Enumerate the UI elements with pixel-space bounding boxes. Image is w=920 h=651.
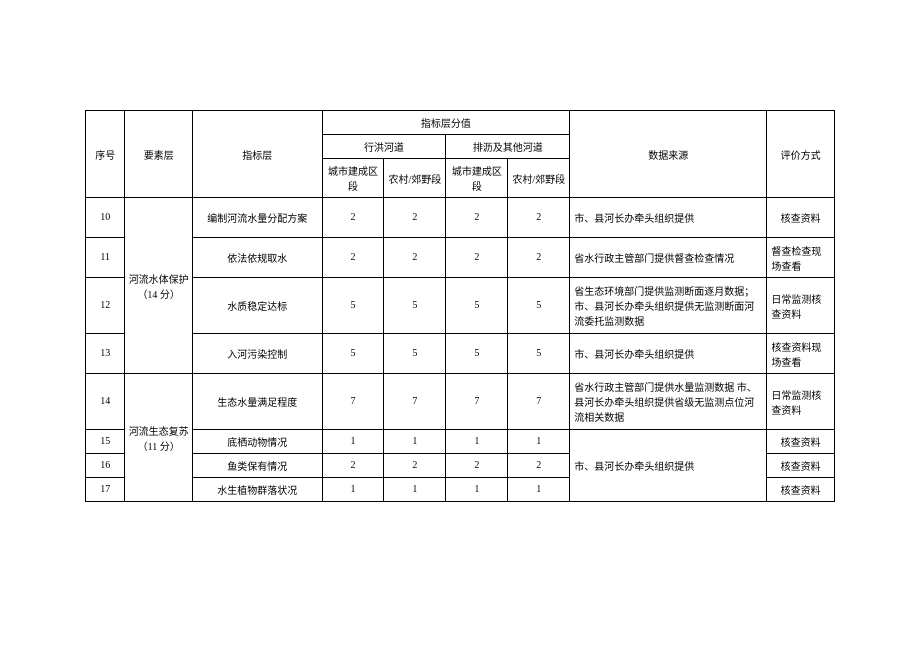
cell-score: 5 bbox=[508, 278, 570, 334]
header-channel2: 排沥及其他河道 bbox=[446, 135, 570, 159]
cell-indicator: 编制河流水量分配方案 bbox=[192, 198, 322, 238]
header-sub3: 城市建成区段 bbox=[446, 159, 508, 198]
table-row: 12 水质稳定达标 5 5 5 5 省生态环境部门提供监测断面逐月数据；市、县河… bbox=[86, 278, 835, 334]
cell-score: 2 bbox=[384, 238, 446, 278]
cell-score: 2 bbox=[446, 238, 508, 278]
cell-score: 1 bbox=[446, 478, 508, 502]
cell-indicator: 水生植物群落状况 bbox=[192, 478, 322, 502]
cell-score: 1 bbox=[384, 478, 446, 502]
cell-score: 7 bbox=[384, 374, 446, 430]
cell-score: 5 bbox=[322, 334, 384, 374]
cell-score: 1 bbox=[508, 430, 570, 454]
cell-eval: 日常监测核查资料 bbox=[767, 374, 835, 430]
header-sub2: 农村/郊野段 bbox=[384, 159, 446, 198]
header-indicator: 指标层 bbox=[192, 111, 322, 198]
cell-seq: 12 bbox=[86, 278, 125, 334]
evaluation-table: 序号 要素层 指标层 指标层分值 数据来源 评价方式 行洪河道 排沥及其他河道 … bbox=[85, 110, 835, 502]
cell-seq: 10 bbox=[86, 198, 125, 238]
cell-source-bottom: 市、县河长办牵头组织提供 bbox=[570, 430, 767, 502]
cell-score: 5 bbox=[384, 278, 446, 334]
cell-seq: 11 bbox=[86, 238, 125, 278]
cell-score: 2 bbox=[322, 198, 384, 238]
cell-score: 2 bbox=[446, 454, 508, 478]
cell-source: 市、县河长办牵头组织提供 bbox=[570, 198, 767, 238]
cell-indicator: 生态水量满足程度 bbox=[192, 374, 322, 430]
cell-element-2: 河流生态复苏（11 分） bbox=[125, 374, 193, 502]
cell-indicator: 依法依规取水 bbox=[192, 238, 322, 278]
table-row: 14 河流生态复苏（11 分） 生态水量满足程度 7 7 7 7 省水行政主管部… bbox=[86, 374, 835, 430]
cell-score: 1 bbox=[384, 430, 446, 454]
table-row: 13 入河污染控制 5 5 5 5 市、县河长办牵头组织提供 核查资料现场查看 bbox=[86, 334, 835, 374]
cell-score: 2 bbox=[508, 454, 570, 478]
header-seq: 序号 bbox=[86, 111, 125, 198]
header-row-1: 序号 要素层 指标层 指标层分值 数据来源 评价方式 bbox=[86, 111, 835, 135]
cell-indicator: 水质稳定达标 bbox=[192, 278, 322, 334]
cell-eval: 核查资料 bbox=[767, 454, 835, 478]
cell-score: 5 bbox=[446, 278, 508, 334]
header-source: 数据来源 bbox=[570, 111, 767, 198]
cell-source: 省生态环境部门提供监测断面逐月数据；市、县河长办牵头组织提供无监测断面河流委托监… bbox=[570, 278, 767, 334]
cell-eval: 核查资料 bbox=[767, 430, 835, 454]
header-sub1: 城市建成区段 bbox=[322, 159, 384, 198]
cell-score: 5 bbox=[446, 334, 508, 374]
cell-eval: 核查资料 bbox=[767, 198, 835, 238]
cell-score: 1 bbox=[322, 478, 384, 502]
header-score-group: 指标层分值 bbox=[322, 111, 570, 135]
table-row: 11 依法依规取水 2 2 2 2 省水行政主管部门提供督查检查情况 督查检查现… bbox=[86, 238, 835, 278]
cell-score: 1 bbox=[446, 430, 508, 454]
cell-score: 2 bbox=[384, 198, 446, 238]
cell-seq: 15 bbox=[86, 430, 125, 454]
cell-source: 省水行政主管部门提供水量监测数据 市、县河长办牵头组织提供省级无监测点位河流相关… bbox=[570, 374, 767, 430]
cell-score: 2 bbox=[322, 454, 384, 478]
cell-score: 5 bbox=[508, 334, 570, 374]
cell-score: 2 bbox=[446, 198, 508, 238]
header-eval: 评价方式 bbox=[767, 111, 835, 198]
cell-seq: 13 bbox=[86, 334, 125, 374]
header-sub4: 农村/郊野段 bbox=[508, 159, 570, 198]
cell-source: 省水行政主管部门提供督查检查情况 bbox=[570, 238, 767, 278]
cell-seq: 17 bbox=[86, 478, 125, 502]
cell-score: 2 bbox=[508, 238, 570, 278]
cell-indicator: 底栖动物情况 bbox=[192, 430, 322, 454]
table-row: 15 底栖动物情况 1 1 1 1 市、县河长办牵头组织提供 核查资料 bbox=[86, 430, 835, 454]
cell-score: 7 bbox=[508, 374, 570, 430]
cell-indicator: 入河污染控制 bbox=[192, 334, 322, 374]
cell-eval: 核查资料现场查看 bbox=[767, 334, 835, 374]
cell-eval: 核查资料 bbox=[767, 478, 835, 502]
cell-source: 市、县河长办牵头组织提供 bbox=[570, 334, 767, 374]
cell-score: 2 bbox=[384, 454, 446, 478]
cell-score: 1 bbox=[322, 430, 384, 454]
cell-score: 2 bbox=[508, 198, 570, 238]
cell-seq: 16 bbox=[86, 454, 125, 478]
table-row: 10 河流水体保护（14 分） 编制河流水量分配方案 2 2 2 2 市、县河长… bbox=[86, 198, 835, 238]
cell-element-1: 河流水体保护（14 分） bbox=[125, 198, 193, 374]
header-channel1: 行洪河道 bbox=[322, 135, 446, 159]
header-element: 要素层 bbox=[125, 111, 193, 198]
cell-score: 5 bbox=[384, 334, 446, 374]
cell-score: 2 bbox=[322, 238, 384, 278]
cell-eval: 日常监测核查资料 bbox=[767, 278, 835, 334]
cell-score: 7 bbox=[322, 374, 384, 430]
cell-indicator: 鱼类保有情况 bbox=[192, 454, 322, 478]
cell-score: 5 bbox=[322, 278, 384, 334]
cell-eval: 督查检查现场查看 bbox=[767, 238, 835, 278]
cell-seq: 14 bbox=[86, 374, 125, 430]
cell-score: 1 bbox=[508, 478, 570, 502]
cell-score: 7 bbox=[446, 374, 508, 430]
